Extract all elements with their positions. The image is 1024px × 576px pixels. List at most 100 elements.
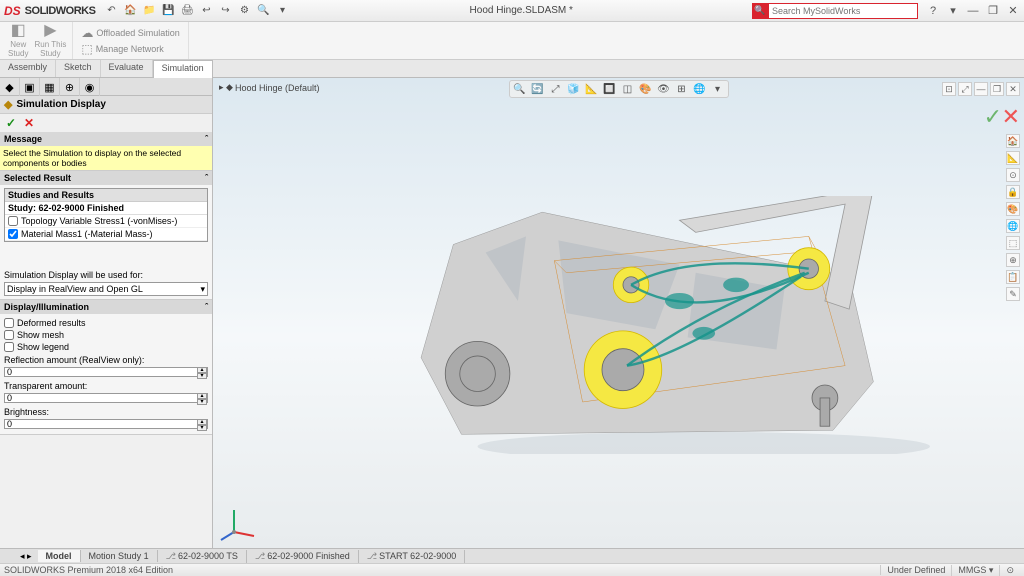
qat-print-icon[interactable]: 🖨: [179, 3, 195, 19]
tp-clip-icon[interactable]: 📋: [1006, 270, 1020, 284]
panel-tab-3[interactable]: ▦: [40, 78, 60, 96]
tree-checkbox-stress[interactable]: [8, 216, 18, 226]
minimize-button[interactable]: —: [966, 4, 980, 18]
close-button[interactable]: ✕: [1006, 4, 1020, 18]
tp-edit-icon[interactable]: ✎: [1006, 287, 1020, 301]
bright-down[interactable]: ▾: [197, 425, 207, 431]
hud-rotate-icon[interactable]: 🔄: [530, 81, 546, 97]
tree-checkbox-mass[interactable]: [8, 229, 18, 239]
tp-design-icon[interactable]: ⊙: [1006, 168, 1020, 182]
chk-mesh-row[interactable]: Show mesh: [4, 329, 208, 341]
qat-save-icon[interactable]: 💾: [160, 3, 176, 19]
vp-max-icon[interactable]: ❐: [990, 82, 1004, 96]
hud-render-icon[interactable]: 🌐: [692, 81, 708, 97]
qat-zoom-icon[interactable]: 🔍: [255, 3, 271, 19]
hud-view-icon[interactable]: 🧊: [566, 81, 582, 97]
bottom-tab-scroll[interactable]: ◂ ▸: [20, 551, 32, 562]
btab-ts[interactable]: ⎇62-02-9000 TS: [158, 550, 247, 563]
message-header[interactable]: Messageˆ: [0, 132, 212, 146]
command-tabs: Assembly Sketch Evaluate Simulation: [0, 60, 1024, 78]
panel-tab-2[interactable]: ▣: [20, 78, 40, 96]
status-units[interactable]: MMGS ▾: [951, 565, 999, 576]
vp-min-icon[interactable]: —: [974, 82, 988, 96]
display-header[interactable]: Display/Illuminationˆ: [0, 300, 212, 314]
tab-sketch[interactable]: Sketch: [56, 60, 101, 77]
qat-undo-icon[interactable]: ↶: [103, 3, 119, 19]
status-custom-icon[interactable]: ⊙: [999, 565, 1020, 576]
panel-tab-4[interactable]: ⊕: [60, 78, 80, 96]
hud-scene-icon[interactable]: 👁: [656, 81, 672, 97]
qat-home-icon[interactable]: 🏠: [122, 3, 138, 19]
window-controls: ? ▾ — ❐ ✕: [926, 4, 1020, 18]
confirm-check-icon[interactable]: ✓: [984, 104, 1002, 130]
viewport-tree-root[interactable]: ▸ ◆ Hood Hinge (Default): [219, 82, 320, 93]
reflection-slider-row: Reflection amount (RealView only): 0 ▴▾: [4, 353, 208, 379]
graphics-viewport[interactable]: ▸ ◆ Hood Hinge (Default) 🔍 🔄 ⤢ 🧊 📐 🔲 ◫ 🎨…: [213, 78, 1024, 548]
task-pane-tabs: 🏠 📐 ⊙ 🔒 🎨 🌐 ⬚ ⊕ 📋 ✎: [1006, 134, 1020, 301]
qat-more-icon[interactable]: ▾: [274, 3, 290, 19]
tree-item-stress[interactable]: Topology Variable Stress1 (-vonMises-): [5, 215, 207, 228]
tab-assembly[interactable]: Assembly: [0, 60, 56, 77]
transparent-slider[interactable]: 0 ▴▾: [4, 393, 208, 403]
help-button[interactable]: ?: [926, 4, 940, 18]
selected-result-header[interactable]: Selected Resultˆ: [0, 171, 212, 185]
run-study-button[interactable]: ▶ Run This Study: [34, 22, 66, 59]
confirm-cancel-icon[interactable]: ✕: [1002, 104, 1020, 130]
refl-down[interactable]: ▾: [197, 373, 207, 379]
chk-deformed[interactable]: [4, 318, 14, 328]
hud-zoom-icon[interactable]: 🔍: [512, 81, 528, 97]
tp-custom-icon[interactable]: 🌐: [1006, 219, 1020, 233]
search-input[interactable]: [768, 3, 918, 19]
tree-item-mass[interactable]: Material Mass1 (-Material Mass-): [5, 228, 207, 241]
dropdown-button[interactable]: ▾: [946, 4, 960, 18]
hud-pan-icon[interactable]: ⤢: [548, 81, 564, 97]
new-study-button[interactable]: ◧ New Study: [8, 22, 28, 59]
qat-open-icon[interactable]: 📁: [141, 3, 157, 19]
maximize-button[interactable]: ❐: [986, 4, 1000, 18]
hud-section-icon[interactable]: 📐: [584, 81, 600, 97]
ok-button[interactable]: ✓: [4, 116, 18, 130]
hud-more-icon[interactable]: ▾: [710, 81, 726, 97]
btab-start[interactable]: ⎇START 62-02-9000: [359, 550, 465, 563]
chk-mesh[interactable]: [4, 330, 14, 340]
usedfor-dropdown[interactable]: Display in RealView and Open GL ▾: [4, 282, 208, 296]
cancel-button[interactable]: ✕: [22, 116, 36, 130]
panel-tab-1[interactable]: ◆: [0, 78, 20, 96]
tp-resources-icon[interactable]: 📐: [1006, 151, 1020, 165]
hud-appearance-icon[interactable]: 🎨: [638, 81, 654, 97]
tp-forum-icon[interactable]: ⊕: [1006, 253, 1020, 267]
ribbon-group-network: ☁ Offloaded Simulation ⬚ Manage Network: [73, 22, 188, 59]
offloaded-sim-button[interactable]: ☁ Offloaded Simulation: [79, 25, 181, 41]
vp-close-icon[interactable]: ✕: [1006, 82, 1020, 96]
hud-display-icon[interactable]: 🔲: [602, 81, 618, 97]
chk-legend[interactable]: [4, 342, 14, 352]
section-display-illumination: Display/Illuminationˆ Deformed results S…: [0, 300, 212, 435]
tab-evaluate[interactable]: Evaluate: [101, 60, 153, 77]
vp-expand-icon[interactable]: ⤢: [958, 82, 972, 96]
tp-home-icon[interactable]: 🏠: [1006, 134, 1020, 148]
search-icon[interactable]: 🔍: [752, 3, 768, 19]
ribbon-group-study: ◧ New Study ▶ Run This Study: [2, 22, 73, 59]
brightness-slider[interactable]: 0 ▴▾: [4, 419, 208, 429]
tp-appearance-icon[interactable]: 🎨: [1006, 202, 1020, 216]
qat-forward-icon[interactable]: ↪: [217, 3, 233, 19]
chk-legend-row[interactable]: Show legend: [4, 341, 208, 353]
tp-view-icon[interactable]: ⬚: [1006, 236, 1020, 250]
qat-back-icon[interactable]: ↩: [198, 3, 214, 19]
tp-lock-icon[interactable]: 🔒: [1006, 185, 1020, 199]
vp-restore-icon[interactable]: ⊡: [942, 82, 956, 96]
btab-motion[interactable]: Motion Study 1: [81, 550, 158, 562]
model-render: [335, 196, 943, 455]
btab-finished[interactable]: ⎇62-02-9000 Finished: [247, 550, 359, 563]
reflection-slider[interactable]: 0 ▴▾: [4, 367, 208, 377]
hud-viewport-icon[interactable]: ⊞: [674, 81, 690, 97]
tab-simulation[interactable]: Simulation: [153, 60, 213, 78]
panel-tab-5[interactable]: ◉: [80, 78, 100, 96]
trans-down[interactable]: ▾: [197, 399, 207, 405]
chk-deformed-row[interactable]: Deformed results: [4, 317, 208, 329]
orientation-triad[interactable]: [219, 502, 259, 542]
hud-hide-icon[interactable]: ◫: [620, 81, 636, 97]
btab-model[interactable]: Model: [38, 550, 81, 562]
manage-network-button[interactable]: ⬚ Manage Network: [79, 41, 165, 57]
qat-options-icon[interactable]: ⚙: [236, 3, 252, 19]
